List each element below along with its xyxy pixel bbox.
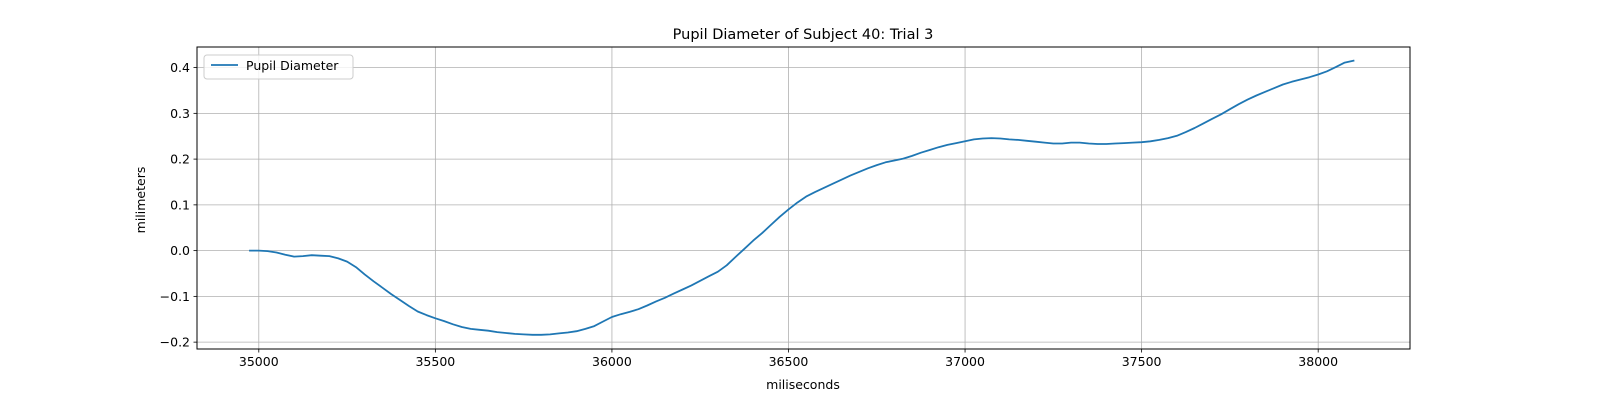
y-tick-label: 0.2 <box>170 152 190 167</box>
x-tick-label: 38000 <box>1298 354 1338 369</box>
y-tick-label: 0.0 <box>170 243 190 258</box>
series-line-pupil-diameter <box>249 59 1355 336</box>
x-tick-label: 37000 <box>945 354 985 369</box>
legend: Pupil Diameter <box>203 54 354 80</box>
x-tick-label: 36000 <box>592 354 632 369</box>
chart-title: Pupil Diameter of Subject 40: Trial 3 <box>673 27 934 43</box>
legend-box <box>203 54 354 80</box>
y-tick-label: 0.1 <box>170 197 190 212</box>
x-axis-label: miliseconds <box>766 377 840 392</box>
x-tick-label: 35000 <box>239 354 279 369</box>
y-tick-label: 0.3 <box>170 106 190 121</box>
x-tick-label: 37500 <box>1122 354 1162 369</box>
axis-ticks: 35000 35500 36000 36500 37000 37500 38000 −0.2 −… <box>160 60 1338 369</box>
x-tick-label: 36500 <box>769 354 809 369</box>
y-tick-label: −0.1 <box>160 289 190 304</box>
y-tick-label: −0.2 <box>160 335 190 350</box>
x-tick-label: 35500 <box>415 354 455 369</box>
plot-frame <box>196 46 1411 350</box>
y-tick-label: 0.4 <box>170 60 190 75</box>
y-axis-label: milimeters <box>133 167 148 234</box>
series-layer <box>249 59 1355 336</box>
grid-lines <box>197 47 1410 349</box>
legend-label-pupil-diameter: Pupil Diameter <box>246 58 339 73</box>
